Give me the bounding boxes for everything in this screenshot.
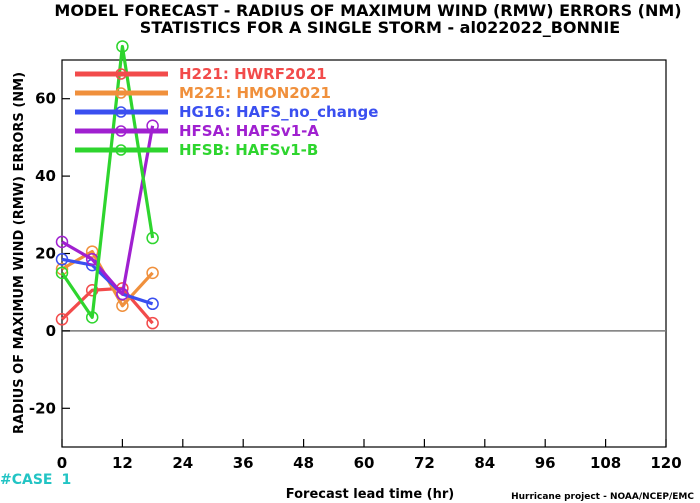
- legend-marker: [115, 68, 127, 80]
- legend-entry: HFSA: HAFSv1-A: [75, 122, 319, 140]
- x-axis-label: Forecast lead time (hr): [286, 487, 454, 502]
- legend-label: H221: HWRF2021: [179, 65, 327, 83]
- data-point: [116, 40, 129, 53]
- data-point: [55, 235, 69, 249]
- x-tick-label: 60: [354, 454, 375, 472]
- data-point: [146, 266, 159, 280]
- y-tick-label: -20: [29, 399, 56, 417]
- y-tick-label: 0: [46, 322, 56, 340]
- data-point: [55, 266, 69, 280]
- x-tick-label: 96: [535, 454, 556, 472]
- series-0: [55, 282, 159, 330]
- legend-entry: HFSB: HAFSv1-B: [75, 141, 318, 159]
- y-tick-label: 20: [35, 245, 56, 263]
- y-axis-ticks: -20 0 20 40 60: [29, 90, 70, 417]
- legend-marker: [115, 106, 127, 118]
- y-tick-label: 40: [35, 167, 56, 185]
- legend-marker: [115, 87, 127, 99]
- case-count: 1: [62, 472, 72, 488]
- x-tick-label: 36: [233, 454, 254, 472]
- data-point: [116, 287, 129, 301]
- x-axis-ticks: 0 12 24 36 48 60 72 84 96 108 120: [57, 439, 682, 472]
- series-line: [61, 257, 154, 306]
- data-point: [85, 284, 99, 297]
- data-point: [55, 253, 69, 266]
- series-line: [61, 125, 155, 296]
- data-point: [146, 297, 159, 311]
- legend-label: HG16: HAFS_no_change: [179, 103, 378, 121]
- y-tick-label: 60: [35, 90, 56, 108]
- legend-entry: H221: HWRF2021: [75, 65, 327, 83]
- x-tick-label: 72: [414, 454, 435, 472]
- chart-title: MODEL FORECAST - RADIUS OF MAXIMUM WIND …: [54, 1, 681, 20]
- credit-text: Hurricane project - NOAA/NCEP/EMC: [511, 492, 694, 502]
- x-tick-label: 24: [172, 454, 193, 472]
- data-point: [55, 313, 69, 326]
- data-point: [146, 316, 159, 330]
- x-tick-label: 84: [474, 454, 495, 472]
- chart-subtitle: STATISTICS FOR A SINGLE STORM - al022022…: [140, 18, 620, 37]
- legend-label: HFSB: HAFSv1-B: [179, 141, 318, 159]
- legend-marker: [115, 144, 127, 156]
- legend-entry: M221: HMON2021: [75, 84, 331, 102]
- legend-entry: HG16: HAFS_no_change: [75, 103, 378, 121]
- data-point: [85, 245, 99, 258]
- case-label: #CASE 1: [0, 472, 71, 488]
- x-tick-label: 0: [57, 454, 67, 472]
- series-line: [60, 44, 155, 319]
- series-layer: [55, 40, 159, 330]
- series-line: [60, 286, 154, 325]
- case-label-text: #CASE: [0, 472, 53, 488]
- x-tick-label: 48: [293, 454, 314, 472]
- x-tick-label: 120: [650, 454, 681, 472]
- legend-marker: [115, 125, 127, 137]
- series-4: [55, 40, 159, 324]
- data-point: [146, 231, 159, 245]
- data-point: [85, 311, 99, 324]
- x-tick-label: 12: [112, 454, 133, 472]
- series-3: [55, 119, 159, 301]
- y-axis-label: RADIUS OF MAXIMUM WIND (RMW) ERRORS (NM): [12, 72, 27, 434]
- x-tick-label: 108: [590, 454, 621, 472]
- legend-label: M221: HMON2021: [179, 84, 331, 102]
- legend-label: HFSA: HAFSv1-A: [179, 122, 319, 140]
